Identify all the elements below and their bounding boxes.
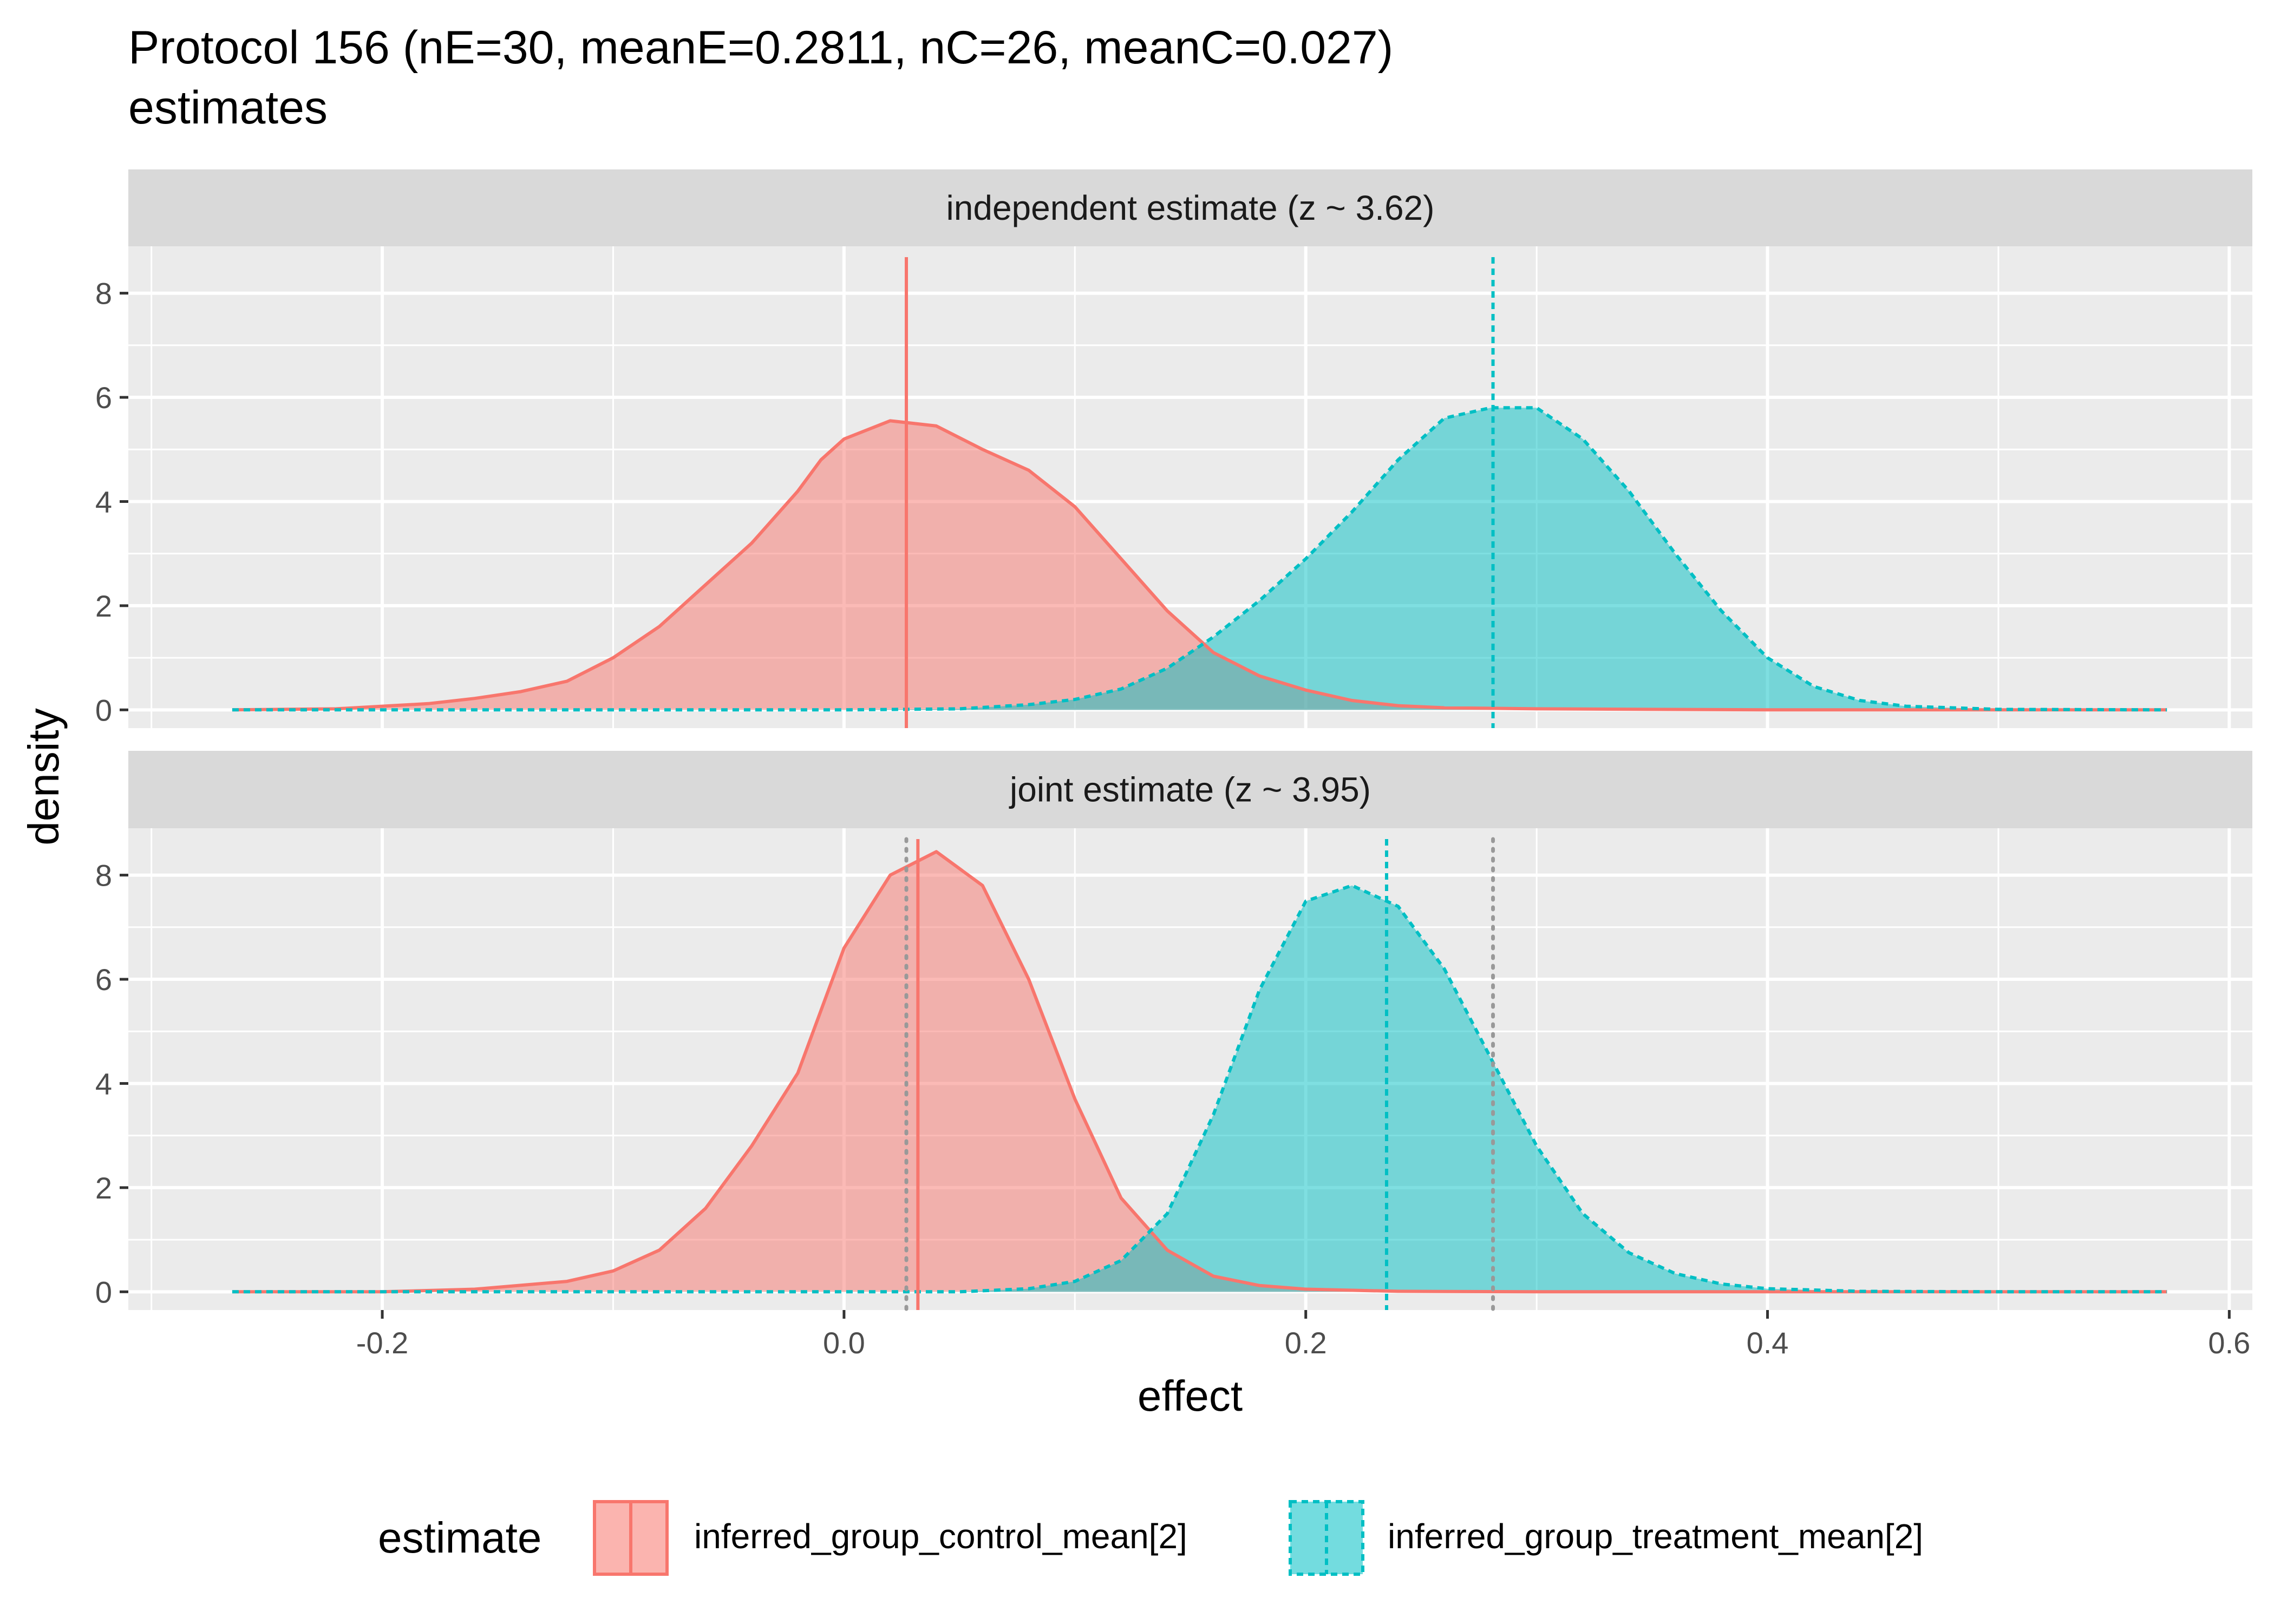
chart-subtitle: estimates: [128, 82, 328, 134]
legend-label-control: inferred_group_control_mean[2]: [694, 1517, 1187, 1556]
y-tick-label: 8: [95, 277, 112, 311]
y-tick-label: 8: [95, 859, 112, 893]
density-area-treatment: [232, 885, 2167, 1292]
legend-label-treatment: inferred_group_treatment_mean[2]: [1388, 1517, 1923, 1556]
x-axis-label: effect: [1138, 1372, 1243, 1420]
density-area-control: [232, 421, 2167, 710]
density-line-control: [232, 850, 2167, 1294]
y-tick-label: 2: [95, 1171, 112, 1205]
y-tick-label: 0: [95, 1275, 112, 1309]
density-line-control: [232, 419, 2167, 712]
x-tick-label: 0.4: [1747, 1326, 1789, 1360]
facet-strip-label: joint estimate (z ~ 3.95): [1009, 770, 1371, 809]
facet-panel-2: joint estimate (z ~ 3.95) 0 2 4 6 8 -0.2 0.0 0.2…: [95, 751, 2252, 1360]
facet-strip: [128, 751, 2252, 828]
density-line-treatment: [232, 883, 2167, 1294]
y-tick-label: 6: [95, 962, 112, 997]
chart-title: Protocol 156 (nE=30, meanE=0.2811, nC=26…: [128, 22, 1393, 74]
legend-key-control: [593, 1500, 669, 1576]
x-tick-label: 0.0: [823, 1326, 865, 1360]
legend: estimate inferred_group_control_mean[2] …: [378, 1500, 1923, 1576]
density-line-treatment: [232, 406, 2167, 712]
y-tick-label: 4: [95, 484, 112, 519]
facet-strip: [128, 169, 2252, 246]
facet-panel-1: independent estimate (z ~ 3.62) 0 2 4 6 8: [95, 169, 2252, 728]
density-area-treatment: [232, 408, 2167, 710]
x-tick-label: -0.2: [356, 1326, 409, 1360]
y-tick-label: 4: [95, 1066, 112, 1101]
y-tick-label: 6: [95, 381, 112, 415]
facet-panels: independent estimate (z ~ 3.62)02468join…: [95, 169, 2252, 1360]
x-tick-label: 0.2: [1285, 1326, 1327, 1360]
facet-strip-label: independent estimate (z ~ 3.62): [946, 188, 1435, 227]
y-tick-label: 0: [95, 693, 112, 727]
legend-key-treatment: [1289, 1500, 1364, 1576]
x-tick-label: 0.6: [2208, 1326, 2250, 1360]
legend-title: estimate: [378, 1514, 541, 1562]
y-tick-label: 2: [95, 589, 112, 623]
y-axis-label: density: [19, 708, 68, 845]
